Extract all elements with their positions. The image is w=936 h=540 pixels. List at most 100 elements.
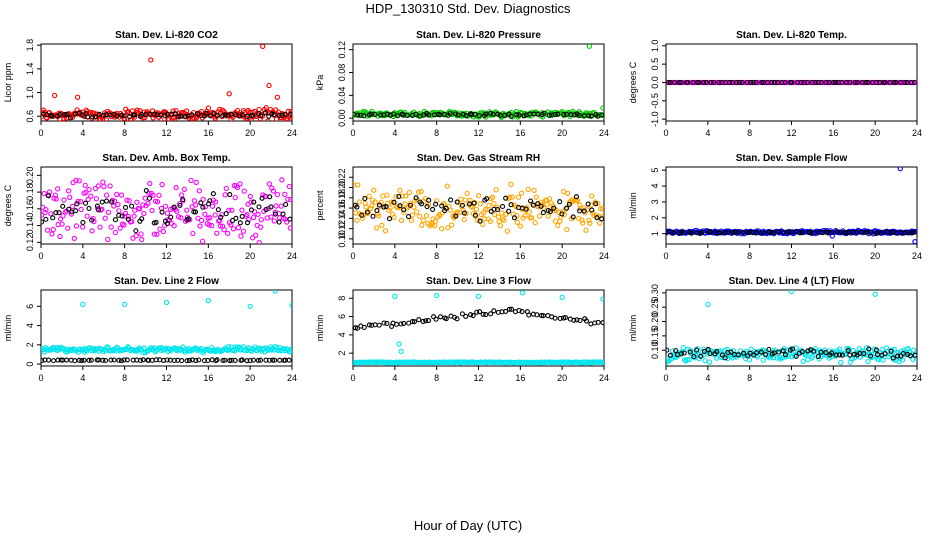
mean-point: [137, 357, 144, 364]
x-tick-label: 20: [245, 373, 255, 383]
mean-point: [599, 112, 604, 118]
data-point: [253, 232, 259, 238]
data-point: [879, 346, 885, 353]
mean-point: [131, 112, 138, 118]
data-point: [504, 228, 511, 234]
data-point: [69, 203, 76, 210]
mean-point: [171, 204, 177, 210]
data-point: [115, 201, 121, 208]
y-tick-label: 0.20: [25, 167, 35, 185]
mean-point: [750, 79, 756, 86]
mean-point: [239, 213, 245, 219]
data-point: [702, 357, 708, 364]
data-point: [78, 206, 84, 213]
figure-title: HDP_130310 Std. Dev. Diagnostics: [365, 1, 571, 16]
data-point: [202, 204, 208, 210]
mean-point: [691, 354, 697, 360]
data-point: [196, 188, 202, 194]
data-point: [913, 79, 917, 86]
data-point: [192, 202, 199, 208]
mean-point: [116, 212, 122, 218]
mean-point: [671, 79, 678, 86]
data-point: [101, 183, 107, 190]
data-point: [126, 198, 132, 204]
outlier-point: [163, 299, 170, 306]
mean-point: [815, 354, 821, 360]
data-point: [265, 118, 271, 121]
data-point: [399, 193, 405, 199]
data-point: [44, 227, 51, 233]
data-point: [73, 223, 80, 229]
data-point: [207, 215, 213, 221]
data-point: [416, 213, 423, 220]
data-point: [518, 190, 525, 196]
data-point: [174, 208, 180, 214]
data-point: [255, 211, 261, 218]
mean-point: [472, 212, 478, 218]
mean-point: [514, 112, 520, 118]
data-point: [545, 213, 551, 219]
mean-point: [477, 309, 483, 315]
mean-point: [452, 111, 459, 117]
data-point: [509, 194, 515, 200]
data-point: [508, 181, 514, 188]
mean-point: [480, 311, 486, 317]
x-tick-label: 0: [38, 251, 43, 261]
mean-point: [250, 357, 257, 363]
mean-point: [381, 204, 387, 210]
data-point: [270, 188, 277, 194]
mean-point: [906, 229, 912, 235]
x-tick-label: 8: [747, 128, 752, 138]
mean-point: [366, 322, 372, 328]
data-point: [222, 192, 228, 198]
data-point: [67, 194, 73, 200]
mean-point: [276, 112, 282, 119]
mean-point: [283, 201, 289, 208]
y-tick-label: 0.10: [337, 230, 347, 248]
mean-point: [111, 357, 117, 363]
mean-point: [180, 196, 186, 203]
mean-point: [112, 217, 119, 223]
y-tick-label: 0.25: [650, 298, 660, 316]
data-point: [724, 346, 730, 353]
y-tick-label: 0.15: [650, 327, 660, 345]
data-point: [241, 188, 247, 194]
data-point: [360, 215, 366, 221]
mean-point: [508, 202, 514, 208]
data-point: [432, 222, 438, 229]
x-tick-label: 12: [161, 128, 171, 138]
mean-point: [829, 350, 835, 356]
panel-title: Stan. Dev. Line 2 Flow: [114, 276, 219, 287]
data-point: [154, 231, 160, 238]
mean-point: [766, 346, 772, 353]
mean-point: [811, 348, 817, 354]
data-point: [600, 360, 604, 366]
outlier-point: [266, 82, 272, 89]
mean-point: [490, 111, 496, 117]
data-point: [122, 210, 129, 216]
x-tick-label: 8: [434, 251, 439, 261]
mean-point: [809, 79, 815, 86]
outlier-point: [398, 348, 404, 354]
mean-point: [782, 79, 788, 86]
y-tick-label: 2: [650, 215, 660, 220]
mean-point: [409, 319, 415, 325]
mean-point: [491, 308, 497, 314]
x-tick-label: 8: [122, 128, 127, 138]
mean-point: [277, 357, 283, 363]
data-point: [391, 214, 397, 221]
mean-point: [701, 79, 707, 86]
y-axis-label: percent: [315, 190, 325, 221]
data-point: [458, 196, 464, 202]
mean-point: [411, 319, 417, 325]
mean-point: [448, 197, 454, 203]
x-tick-label: 4: [392, 251, 397, 261]
mean-point: [688, 230, 695, 236]
mean-point: [129, 203, 135, 209]
data-point: [287, 347, 292, 353]
data-point: [234, 184, 241, 191]
mean-point: [503, 195, 509, 201]
data-point: [487, 218, 494, 225]
mean-point: [593, 201, 599, 207]
